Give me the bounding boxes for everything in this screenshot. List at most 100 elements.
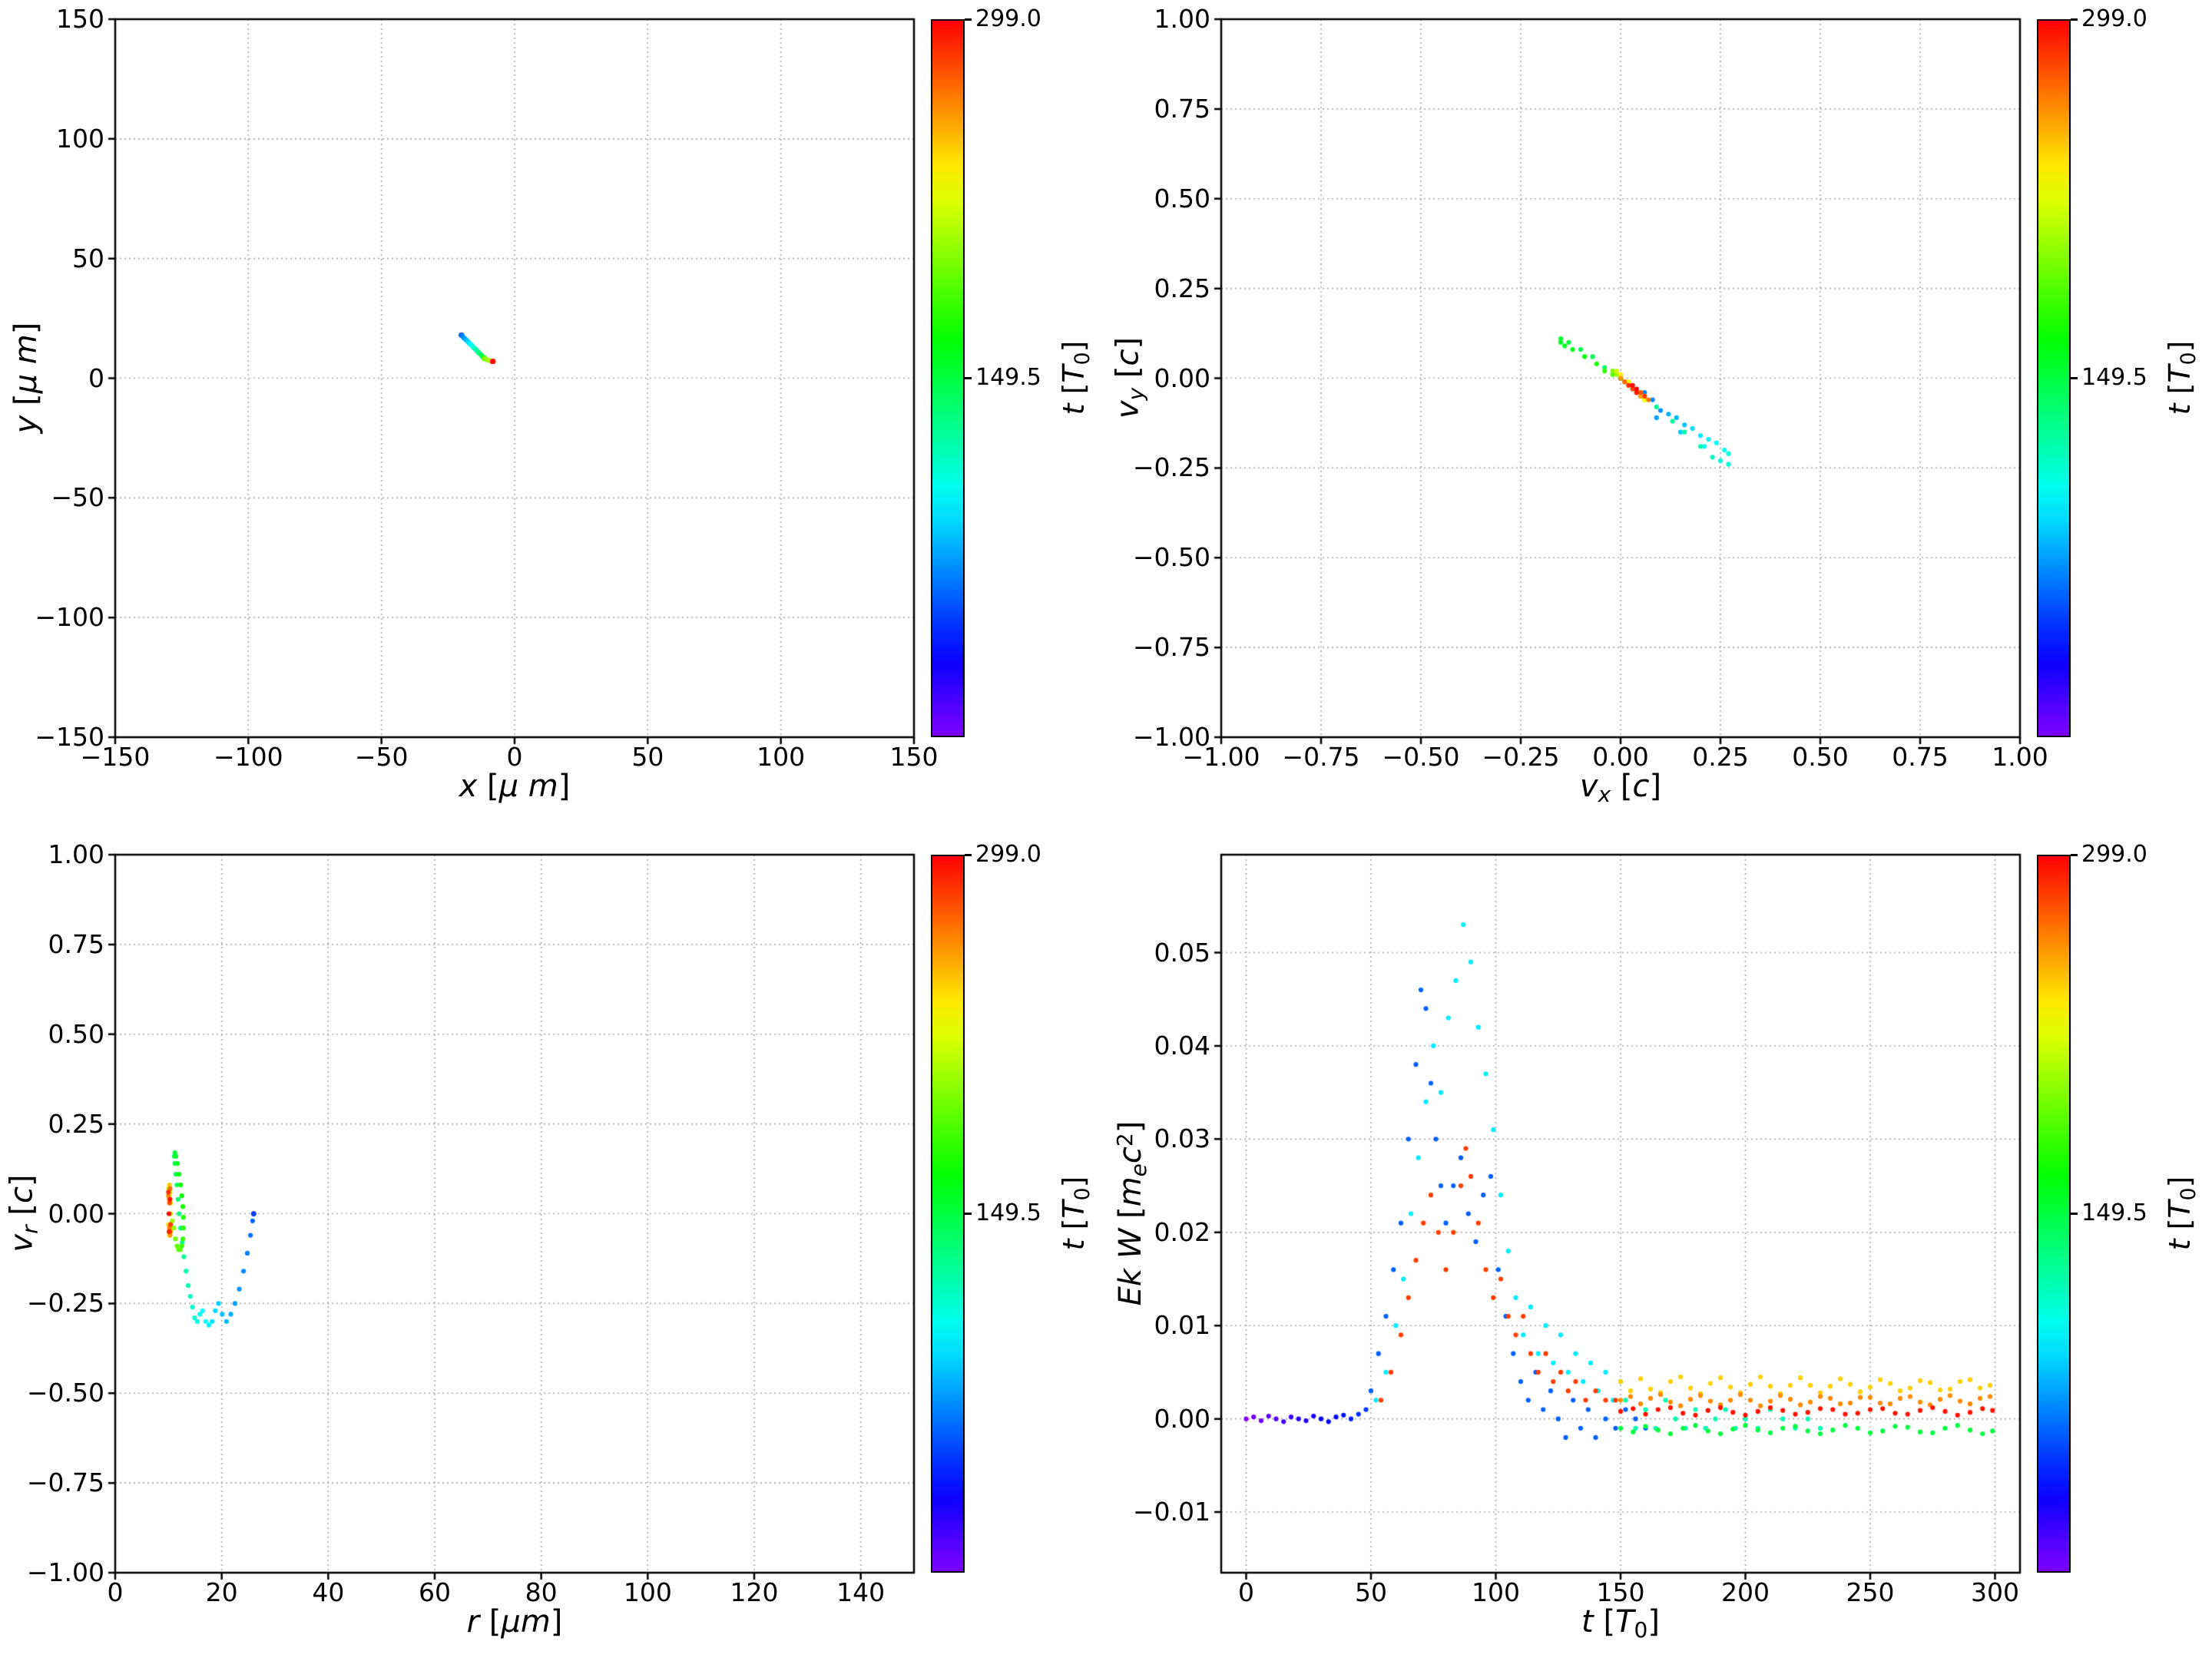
y-tick-label: 0.05 [1154, 937, 1210, 968]
label-segment: ] [4, 1174, 40, 1187]
y-tick-label: −0.50 [1132, 542, 1210, 573]
y-tick-label: 150 [56, 4, 104, 34]
label-segment: t [1057, 403, 1091, 415]
y-tick-label: 0.02 [1154, 1216, 1210, 1247]
x-tick-label: 0 [107, 1577, 124, 1607]
label-segment: T [2163, 1200, 2197, 1219]
label-segment: 0 [1070, 352, 1094, 366]
colorbar-tick [2071, 1213, 2078, 1215]
y-tick-label: −0.25 [26, 1288, 104, 1319]
label-segment: [ [1057, 1218, 1091, 1239]
label-segment: 0 [1634, 1617, 1648, 1643]
colorbar-max-label: 299.0 [975, 841, 1041, 868]
label-segment: T [1057, 1200, 1091, 1219]
x-tick-label: 40 [312, 1577, 345, 1607]
label-segment: ] [1057, 340, 1091, 352]
x-tick-label: 300 [1971, 1577, 2019, 1607]
x-tick-label: −0.75 [1282, 742, 1360, 772]
x-tick-label: 0.50 [1792, 742, 1849, 772]
x-tick-label: 50 [631, 742, 664, 772]
x-tick-label: 100 [1472, 1577, 1520, 1607]
y-tick-label: 0.75 [48, 928, 104, 959]
y-tick-label: −0.01 [1132, 1497, 1210, 1527]
y-tick-label: 0.25 [1154, 273, 1210, 303]
label-segment: μ m [498, 769, 558, 804]
x-tick-label: 120 [730, 1577, 779, 1607]
colorbar-mid-label: 149.5 [975, 1199, 1041, 1226]
y-tick-label: 0.00 [1154, 1403, 1210, 1434]
label-segment: T [1615, 1604, 1634, 1640]
label-segment: [ [2163, 382, 2197, 404]
colorbar-gradient [2037, 855, 2071, 1573]
x-tick-label: 250 [1846, 1577, 1895, 1607]
label-segment: ] [1647, 1604, 1660, 1640]
colorbar-tick [2071, 18, 2078, 21]
label-segment: [ [479, 1604, 502, 1640]
x-tick-label: 140 [836, 1577, 886, 1607]
label-segment: [ [1611, 769, 1633, 804]
colorbar-gradient [931, 855, 965, 1573]
y-tick-label: −0.75 [26, 1468, 104, 1498]
x-tick-label: 150 [1596, 1577, 1645, 1607]
y-tick-label: 1.00 [1154, 4, 1210, 34]
label-segment: 0 [2176, 1187, 2200, 1201]
label-segment: v [1110, 400, 1146, 419]
colorbar-mid-label: 149.5 [2081, 364, 2147, 391]
y-tick-label: −50 [51, 482, 104, 513]
x-axis-label: vx [c] [1580, 769, 1661, 812]
y-tick-label: 0.01 [1154, 1310, 1210, 1341]
y-tick-label: 0 [88, 362, 104, 393]
colorbar-axis-label: t [T0] [1057, 341, 1100, 415]
label-segment: c [1110, 349, 1146, 366]
colorbar-axis-label: t [T0] [1057, 1176, 1100, 1251]
label-segment: [ [2163, 1218, 2197, 1239]
x-tick-label: 1.00 [1992, 742, 2048, 772]
label-segment: [ [477, 769, 499, 804]
colorbar-tick [965, 1213, 972, 1215]
label-segment: [ [8, 393, 44, 415]
x-tick-label: 0 [1238, 1577, 1254, 1607]
x-axis-label: x [μ m] [459, 769, 571, 803]
label-segment: e [1126, 1163, 1152, 1177]
label-segment: [ [1057, 382, 1091, 404]
label-segment: r [466, 1604, 480, 1640]
label-segment: m [1113, 1176, 1149, 1207]
x-tick-label: 100 [623, 1577, 672, 1607]
label-segment: x [1598, 782, 1611, 807]
y-tick-label: 0.25 [48, 1108, 104, 1139]
x-tick-label: −0.25 [1482, 742, 1560, 772]
label-segment: t [2163, 1239, 2197, 1251]
label-segment: [ [1593, 1604, 1616, 1640]
label-segment: t [2163, 403, 2197, 415]
y-tick-label: −0.25 [1132, 452, 1210, 483]
x-tick-label: −100 [214, 742, 283, 772]
label-segment: v [1579, 769, 1598, 804]
x-tick-label: 0.75 [1892, 742, 1949, 772]
x-tick-label: −150 [80, 742, 151, 772]
y-tick-label: 50 [72, 243, 104, 273]
label-segment: T [2163, 365, 2197, 383]
y-tick-label: −100 [35, 602, 104, 633]
colorbar-tick [2071, 377, 2078, 379]
label-segment: x [459, 769, 478, 804]
label-segment: 0 [1070, 1187, 1094, 1201]
x-tick-label: 0.25 [1692, 742, 1749, 772]
y-tick-label: 1.00 [48, 839, 104, 869]
y-tick-label: 0.03 [1154, 1123, 1210, 1154]
x-tick-label: −50 [354, 742, 409, 772]
y-tick-label: 100 [56, 123, 104, 154]
label-segment: ] [1649, 769, 1662, 804]
colorbar-tick [965, 377, 972, 379]
colorbar-max-label: 299.0 [2081, 841, 2147, 868]
colorbar-mid-label: 149.5 [2081, 1199, 2147, 1226]
label-segment: ] [558, 769, 571, 804]
label-segment: t [1057, 1239, 1091, 1251]
colorbar-tick [2071, 854, 2078, 856]
x-tick-label: 0 [506, 742, 523, 772]
x-tick-label: −1.00 [1182, 742, 1260, 772]
label-segment: 0 [2176, 352, 2200, 366]
x-axis-label: t [T0] [1581, 1605, 1660, 1647]
x-tick-label: 100 [757, 742, 806, 772]
plot-canvas [104, 8, 925, 748]
y-tick-label: 0.00 [48, 1198, 104, 1229]
